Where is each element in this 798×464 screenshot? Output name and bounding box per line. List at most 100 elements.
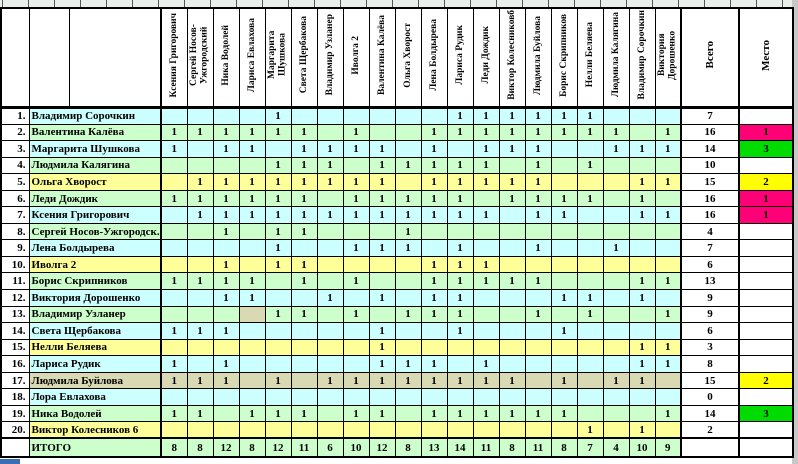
vote-cell[interactable] [576, 338, 604, 357]
vote-cell[interactable]: 1 [628, 189, 656, 208]
vote-cell[interactable] [186, 255, 214, 274]
vote-cell[interactable] [550, 272, 578, 291]
vote-cell[interactable] [654, 239, 682, 257]
vote-cell[interactable]: 1 [628, 338, 656, 357]
vote-cell[interactable] [394, 255, 422, 274]
vote-cell[interactable]: 1 [290, 272, 318, 291]
column-total-cell[interactable]: 8 [498, 437, 526, 459]
vote-cell[interactable]: 1 [602, 123, 630, 142]
vote-cell[interactable]: 1 [628, 371, 656, 390]
vote-cell[interactable] [524, 355, 552, 373]
vote-cell[interactable] [446, 388, 474, 406]
vote-cell[interactable] [472, 322, 500, 340]
total-cell[interactable]: 16 [680, 206, 740, 224]
vote-cell[interactable] [628, 404, 656, 423]
place-cell[interactable] [738, 289, 794, 307]
column-total-cell[interactable]: 12 [212, 437, 240, 459]
vote-cell[interactable] [160, 239, 188, 257]
vote-cell[interactable]: 1 [420, 371, 448, 390]
vote-cell[interactable] [264, 289, 292, 307]
vote-cell[interactable] [420, 421, 448, 439]
vote-cell[interactable]: 1 [472, 206, 500, 224]
grand-total-cell[interactable] [680, 437, 740, 459]
vote-cell[interactable]: 1 [446, 173, 474, 191]
vote-cell[interactable]: 1 [368, 239, 396, 257]
vote-cell[interactable]: 1 [368, 140, 396, 158]
vote-cell[interactable] [394, 388, 422, 406]
total-cell[interactable]: 10 [680, 156, 740, 175]
participant-name[interactable]: Нелли Беляева [28, 338, 162, 357]
column-header-3[interactable]: Ника Водолей [212, 7, 240, 109]
vote-cell[interactable]: 1 [446, 239, 474, 257]
vote-cell[interactable]: 1 [446, 107, 474, 125]
vote-cell[interactable] [394, 322, 422, 340]
vote-cell[interactable]: 1 [524, 107, 552, 125]
place-cell[interactable] [738, 322, 794, 340]
vote-cell[interactable] [420, 107, 448, 125]
vote-cell[interactable]: 1 [576, 305, 604, 324]
participant-name[interactable]: Иволга 2 [28, 255, 162, 274]
vote-cell[interactable] [394, 140, 422, 158]
total-cell[interactable]: 6 [680, 322, 740, 340]
vote-cell[interactable] [212, 421, 240, 439]
vote-cell[interactable] [368, 421, 396, 439]
vote-cell[interactable] [238, 305, 266, 324]
vote-cell[interactable]: 1 [550, 189, 578, 208]
vote-cell[interactable] [186, 388, 214, 406]
vote-cell[interactable]: 1 [524, 156, 552, 175]
vote-cell[interactable]: 1 [238, 140, 266, 158]
vote-cell[interactable]: 1 [472, 355, 500, 373]
vote-cell[interactable]: 1 [290, 206, 318, 224]
vote-cell[interactable]: 1 [420, 305, 448, 324]
participant-name[interactable]: Лариса Рудик [28, 355, 162, 373]
vote-cell[interactable] [238, 322, 266, 340]
vote-cell[interactable]: 1 [446, 255, 474, 274]
vote-cell[interactable]: 1 [212, 289, 240, 307]
vote-cell[interactable]: 1 [342, 173, 370, 191]
vote-cell[interactable] [498, 255, 526, 274]
vote-cell[interactable]: 1 [264, 189, 292, 208]
total-cell[interactable]: 3 [680, 338, 740, 357]
vote-cell[interactable]: 1 [446, 289, 474, 307]
vote-cell[interactable]: 1 [342, 272, 370, 291]
vote-cell[interactable]: 1 [654, 140, 682, 158]
total-cell[interactable]: 16 [680, 189, 740, 208]
vote-cell[interactable]: 1 [186, 189, 214, 208]
vote-cell[interactable] [368, 272, 396, 291]
vote-cell[interactable]: 1 [446, 305, 474, 324]
vote-cell[interactable]: 1 [420, 140, 448, 158]
vote-cell[interactable] [342, 107, 370, 125]
vote-cell[interactable] [342, 322, 370, 340]
column-header-16[interactable]: Борис Скрипников [550, 7, 578, 109]
vote-cell[interactable] [446, 140, 474, 158]
column-header-12[interactable]: Лариса Рудик [446, 7, 474, 109]
vote-cell[interactable]: 1 [368, 206, 396, 224]
vote-cell[interactable] [316, 388, 344, 406]
vote-cell[interactable] [160, 388, 188, 406]
vote-cell[interactable] [290, 239, 318, 257]
total-cell[interactable]: 8 [680, 355, 740, 373]
column-total-cell[interactable]: 11 [290, 437, 318, 459]
total-cell[interactable]: 15 [680, 371, 740, 390]
vote-cell[interactable]: 1 [264, 371, 292, 390]
vote-cell[interactable] [342, 388, 370, 406]
vote-cell[interactable] [550, 305, 578, 324]
vote-cell[interactable]: 1 [420, 255, 448, 274]
vote-cell[interactable]: 1 [238, 272, 266, 291]
vote-cell[interactable] [576, 206, 604, 224]
vote-cell[interactable]: 1 [524, 173, 552, 191]
vote-cell[interactable] [238, 255, 266, 274]
vote-cell[interactable]: 1 [472, 156, 500, 175]
vote-cell[interactable] [264, 272, 292, 291]
total-cell[interactable]: 13 [680, 272, 740, 291]
participant-name[interactable]: Виктор Колесников 6 [28, 421, 162, 439]
participant-name[interactable]: Ника Водолей [28, 404, 162, 423]
place-cell[interactable]: 3 [738, 404, 794, 423]
vote-cell[interactable] [602, 173, 630, 191]
vote-cell[interactable] [524, 322, 552, 340]
vote-cell[interactable]: 1 [524, 189, 552, 208]
vote-cell[interactable] [290, 322, 318, 340]
vote-cell[interactable]: 1 [264, 123, 292, 142]
vote-cell[interactable] [160, 255, 188, 274]
vote-cell[interactable]: 1 [420, 173, 448, 191]
